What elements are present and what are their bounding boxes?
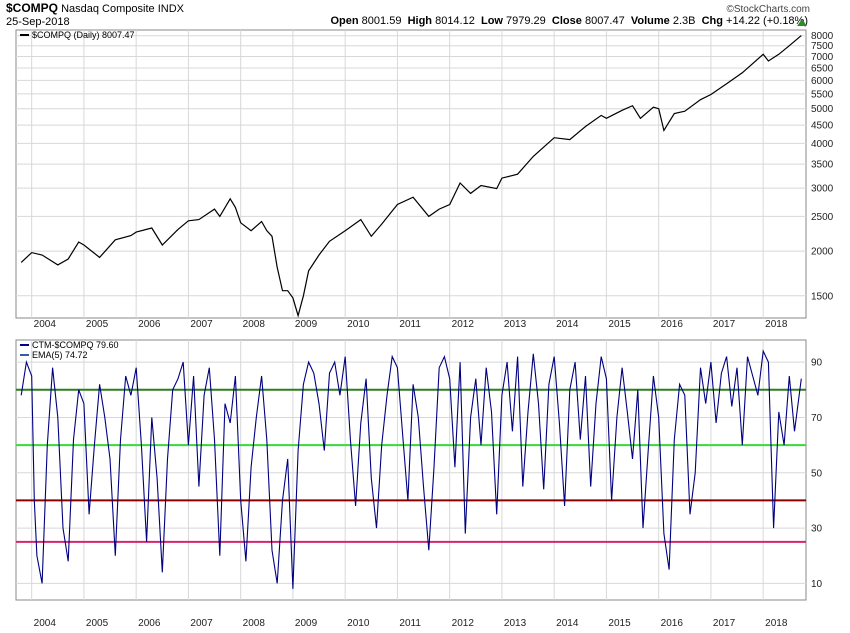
price-x-tick-label: 2010 xyxy=(347,319,370,330)
indicator-x-tick-label: 2008 xyxy=(243,618,266,629)
open-value: 8001.59 xyxy=(361,15,402,27)
indicator-x-tick-label: 2004 xyxy=(34,618,57,629)
change-value: +14.22 (+0.18%) xyxy=(726,15,808,27)
price-y-tick-label: 3000 xyxy=(811,184,834,195)
price-x-tick-label: 2011 xyxy=(399,319,421,330)
price-x-tick-label: 2007 xyxy=(190,319,213,330)
price-x-tick-label: 2012 xyxy=(452,319,475,330)
price-x-tick-label: 2006 xyxy=(138,319,161,330)
price-x-tick-label: 2004 xyxy=(34,319,57,330)
indicator-x-tick-label: 2015 xyxy=(608,618,631,629)
price-y-tick-label: 7500 xyxy=(811,41,834,52)
price-x-tick-label: 2014 xyxy=(556,319,579,330)
up-arrow-icon xyxy=(797,19,807,26)
price-x-tick-label: 2016 xyxy=(661,319,684,330)
indicator-legend-label: EMA(5) 74.72 xyxy=(32,350,88,360)
indicator-x-tick-label: 2005 xyxy=(86,618,109,629)
indicator-panel-frame xyxy=(15,339,807,601)
price-x-tick-label: 2009 xyxy=(295,319,318,330)
ctm-series-line xyxy=(20,349,802,589)
indicator-y-tick-label: 10 xyxy=(811,579,823,590)
price-x-tick-label: 2017 xyxy=(713,319,736,330)
price-series-line xyxy=(20,35,802,318)
price-y-tick-label: 2500 xyxy=(811,212,834,223)
chart-header-symbol: $COMPQ Nasdaq Composite INDX xyxy=(6,2,184,16)
high-value: 8014.12 xyxy=(435,15,475,27)
price-x-tick-label: 2018 xyxy=(765,319,788,330)
indicator-x-tick-label: 2006 xyxy=(138,618,161,629)
open-label: Open xyxy=(330,15,359,27)
indicator-x-tick-label: 2007 xyxy=(190,618,213,629)
price-y-tick-label: 1500 xyxy=(811,291,834,302)
indicator-x-tick-label: 2009 xyxy=(295,618,318,629)
indicator-legend-label: CTM-$COMPQ 79.60 xyxy=(32,340,119,350)
high-label: High xyxy=(407,15,433,27)
price-y-tick-label: 5000 xyxy=(811,104,834,115)
chart-date: 25-Sep-2018 xyxy=(6,16,70,28)
price-y-tick-label: 3500 xyxy=(811,160,834,171)
indicator-y-tick-label: 90 xyxy=(811,358,823,369)
price-legend-label: $COMPQ (Daily) 8007.47 xyxy=(32,30,135,40)
volume-label: Volume xyxy=(630,15,670,27)
low-label: Low xyxy=(480,15,503,27)
price-y-tick-label: 2000 xyxy=(811,247,834,258)
indicator-x-tick-label: 2018 xyxy=(765,618,788,629)
symbol-label: $COMPQ xyxy=(6,1,59,15)
indicator-y-tick-label: 70 xyxy=(811,413,823,424)
low-value: 7979.29 xyxy=(506,15,546,27)
close-label: Close xyxy=(551,15,582,27)
price-y-tick-label: 8000 xyxy=(811,31,834,42)
indicator-x-tick-label: 2012 xyxy=(452,618,475,629)
indicator-x-tick-label: 2011 xyxy=(399,618,421,629)
stockcharts-watermark: ©StockCharts.com xyxy=(726,4,810,15)
indicator-y-tick-label: 30 xyxy=(811,524,823,535)
ohlc-readout: Open 8001.59 High 8014.12 Low 7979.29 Cl… xyxy=(330,15,808,28)
price-y-tick-label: 6000 xyxy=(811,76,834,87)
indicator-y-tick-label: 50 xyxy=(811,468,823,479)
security-name: Nasdaq Composite xyxy=(61,3,155,15)
indicator-x-tick-label: 2010 xyxy=(347,618,370,629)
indicator-x-tick-label: 2017 xyxy=(713,618,736,629)
price-y-tick-label: 4500 xyxy=(811,121,834,132)
price-x-tick-label: 2015 xyxy=(608,319,631,330)
indicator-x-tick-label: 2013 xyxy=(504,618,527,629)
price-x-tick-label: 2005 xyxy=(86,319,109,330)
price-y-tick-label: 4000 xyxy=(811,139,834,150)
volume-value: 2.3B xyxy=(672,15,696,27)
price-y-tick-label: 6500 xyxy=(811,63,834,74)
close-value: 8007.47 xyxy=(584,15,625,27)
price-x-tick-label: 2008 xyxy=(243,319,266,330)
price-y-tick-label: 5500 xyxy=(811,89,834,100)
change-label: Chg xyxy=(701,15,723,27)
exchange-label: INDX xyxy=(157,3,184,15)
price-panel-frame xyxy=(15,29,807,319)
indicator-x-tick-label: 2016 xyxy=(661,618,684,629)
indicator-x-tick-label: 2014 xyxy=(556,618,579,629)
price-x-tick-label: 2013 xyxy=(504,319,527,330)
price-y-tick-label: 7000 xyxy=(811,52,834,63)
